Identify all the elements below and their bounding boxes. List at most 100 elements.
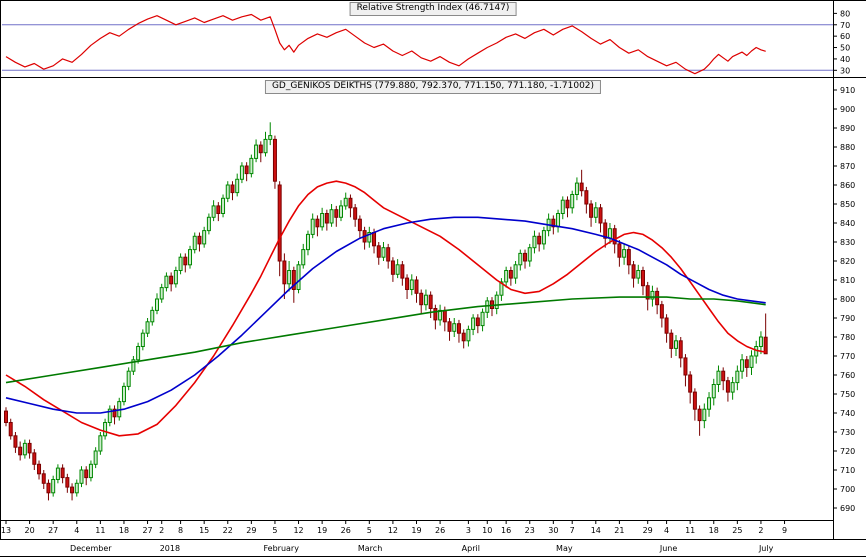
candle-down <box>523 252 528 262</box>
price-axis-label: 800 <box>840 295 855 304</box>
price-axis-label: 900 <box>840 105 855 114</box>
candle-up <box>574 182 579 196</box>
candle-down <box>763 336 768 355</box>
candle-down <box>565 199 570 209</box>
candle-up <box>711 384 716 399</box>
month-label: 2018 <box>160 544 180 553</box>
candle-down <box>697 408 702 422</box>
candle-up <box>173 270 178 285</box>
candle-down <box>617 243 622 258</box>
candle-up <box>145 321 150 334</box>
candle-up <box>305 233 310 251</box>
week-tick-label: 2 <box>758 526 763 535</box>
candle-down <box>169 275 174 285</box>
candle-up <box>254 144 259 159</box>
candle-up <box>192 235 197 251</box>
candle-down <box>725 380 730 393</box>
rsi-axis-label: 80 <box>840 9 850 18</box>
candle-up <box>164 275 169 289</box>
candle-up <box>758 336 763 347</box>
candle-up <box>206 216 211 232</box>
price-axis-label: 850 <box>840 200 855 209</box>
candle-up <box>499 281 504 296</box>
candle-up <box>749 355 754 368</box>
candle-down <box>37 463 42 475</box>
candle-up <box>541 230 546 245</box>
price-axis-label: 870 <box>840 162 855 171</box>
rsi-axis-label: 60 <box>840 32 850 41</box>
candle-down <box>400 264 405 279</box>
month-label: May <box>556 544 573 553</box>
candle-up <box>310 218 315 235</box>
week-tick-label: 19 <box>317 526 327 535</box>
candle-down <box>376 245 381 258</box>
candle-up <box>702 408 707 422</box>
candle-up <box>423 294 428 306</box>
price-axis-label: 730 <box>840 428 855 437</box>
candle-up <box>221 197 226 215</box>
candle-up <box>707 397 712 410</box>
week-tick-label: 12 <box>293 526 303 535</box>
week-tick-label: 5 <box>272 526 277 535</box>
candle-down <box>244 165 249 175</box>
candle-down <box>579 182 584 192</box>
month-label: June <box>659 544 678 553</box>
price-axis-label: 760 <box>840 371 855 380</box>
price-axis-label: 880 <box>840 143 855 152</box>
price-axis-label: 820 <box>840 257 855 266</box>
rsi-panel-title: Relative Strength Index (46.7147) <box>349 2 517 16</box>
week-tick-label: 18 <box>709 526 719 535</box>
candle-down <box>4 410 8 424</box>
candle-down <box>353 207 358 220</box>
candle-up <box>22 442 27 456</box>
week-tick-label: 14 <box>591 526 601 535</box>
candle-up <box>381 247 386 258</box>
candle-down <box>84 469 89 479</box>
rsi-axis-label: 50 <box>840 44 850 53</box>
month-label: July <box>758 544 774 553</box>
candle-up <box>93 450 98 465</box>
candle-up <box>466 328 471 342</box>
candle-down <box>508 270 513 279</box>
week-tick-label: 26 <box>435 526 445 535</box>
candle-down <box>112 408 117 418</box>
candle-down <box>46 482 51 494</box>
candle-down <box>272 138 277 182</box>
candle-down <box>32 452 37 465</box>
price-axis-label: 750 <box>840 390 855 399</box>
candle-down <box>645 285 650 300</box>
candle-up <box>560 199 565 214</box>
candle-up <box>268 135 273 140</box>
candle-up <box>154 298 159 311</box>
candle-down <box>18 446 23 456</box>
candle-down <box>8 422 13 437</box>
candle-up <box>225 184 230 199</box>
candle-down <box>447 321 452 332</box>
candle-up <box>79 469 84 484</box>
candle-up <box>518 252 523 266</box>
rsi-axis-label: 40 <box>840 55 850 64</box>
candle-up <box>211 205 216 218</box>
candle-down <box>65 477 70 488</box>
candle-up <box>395 264 400 275</box>
candle-up <box>131 359 136 372</box>
week-tick-label: 8 <box>178 526 183 535</box>
candle-up <box>636 270 641 279</box>
candle-up <box>674 340 679 349</box>
price-axis-label: 790 <box>840 314 855 323</box>
candle-up <box>178 256 183 272</box>
candle-down <box>277 184 282 262</box>
candle-up <box>513 264 518 279</box>
candle-down <box>678 340 683 359</box>
candle-down <box>659 304 664 319</box>
week-tick-label: 10 <box>482 526 492 535</box>
week-tick-label: 5 <box>367 526 372 535</box>
candle-down <box>551 218 556 228</box>
price-axis-label: 780 <box>840 333 855 342</box>
candle-up <box>532 235 537 249</box>
week-tick-label: 18 <box>119 526 129 535</box>
candle-up <box>650 290 655 300</box>
candle-up <box>593 207 598 218</box>
candle-up <box>103 422 108 437</box>
